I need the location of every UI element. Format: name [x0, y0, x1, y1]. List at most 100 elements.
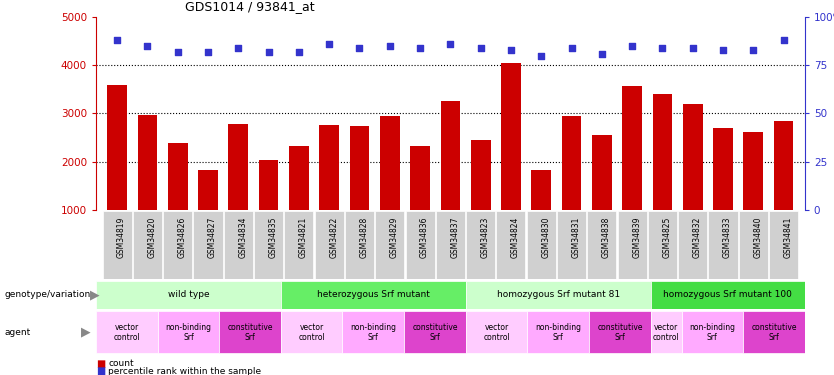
- Bar: [769, 211, 798, 279]
- Text: GSM34834: GSM34834: [239, 217, 248, 258]
- Bar: [319, 125, 339, 210]
- Text: GSM34819: GSM34819: [117, 217, 126, 258]
- Text: heterozygous Srf mutant: heterozygous Srf mutant: [317, 290, 430, 299]
- Text: non-binding
Srf: non-binding Srf: [165, 322, 211, 342]
- Bar: [471, 140, 490, 210]
- Point: [171, 49, 184, 55]
- Point: [746, 47, 760, 53]
- Bar: [436, 211, 465, 279]
- Text: count: count: [108, 359, 134, 368]
- Bar: [229, 124, 249, 210]
- Text: GSM34825: GSM34825: [662, 217, 671, 258]
- Text: GSM34830: GSM34830: [541, 217, 550, 258]
- Point: [505, 47, 518, 53]
- Point: [565, 45, 578, 51]
- Text: ▶: ▶: [81, 326, 91, 339]
- Bar: [557, 211, 586, 279]
- Bar: [618, 211, 646, 279]
- Point: [595, 51, 609, 57]
- Bar: [651, 281, 805, 309]
- Text: constitutive
Srf: constitutive Srf: [228, 322, 273, 342]
- Bar: [281, 311, 343, 354]
- Text: GSM34838: GSM34838: [602, 217, 610, 258]
- Text: percentile rank within the sample: percentile rank within the sample: [108, 367, 262, 375]
- Bar: [284, 211, 314, 279]
- Text: non-binding
Srf: non-binding Srf: [350, 322, 396, 342]
- Bar: [683, 104, 702, 210]
- Text: agent: agent: [4, 328, 30, 337]
- Bar: [708, 211, 737, 279]
- Bar: [380, 116, 399, 210]
- Text: GSM34820: GSM34820: [148, 217, 157, 258]
- Bar: [96, 311, 158, 354]
- Point: [777, 37, 791, 43]
- Text: vector
control: vector control: [113, 322, 140, 342]
- Bar: [587, 211, 616, 279]
- Point: [110, 37, 123, 43]
- Text: genotype/variation: genotype/variation: [4, 290, 90, 299]
- Bar: [224, 211, 253, 279]
- Point: [292, 49, 305, 55]
- Text: GSM34826: GSM34826: [178, 217, 187, 258]
- Bar: [345, 211, 374, 279]
- Text: GDS1014 / 93841_at: GDS1014 / 93841_at: [185, 0, 315, 13]
- Text: homozygous Srf mutant 100: homozygous Srf mutant 100: [663, 290, 792, 299]
- Bar: [652, 94, 672, 210]
- Point: [353, 45, 366, 51]
- Bar: [168, 143, 188, 210]
- Point: [716, 47, 730, 53]
- Text: GSM34841: GSM34841: [784, 217, 792, 258]
- Bar: [133, 211, 162, 279]
- Bar: [405, 211, 435, 279]
- Bar: [440, 101, 460, 210]
- Bar: [103, 211, 132, 279]
- Text: constitutive
Srf: constitutive Srf: [751, 322, 796, 342]
- Bar: [375, 211, 404, 279]
- Text: GSM34831: GSM34831: [571, 217, 580, 258]
- Text: GSM34822: GSM34822: [329, 217, 338, 258]
- Text: GSM34840: GSM34840: [753, 217, 762, 258]
- Text: ▶: ▶: [90, 288, 100, 301]
- Bar: [138, 116, 158, 210]
- Text: GSM34837: GSM34837: [450, 217, 460, 258]
- Text: non-binding
Srf: non-binding Srf: [690, 322, 736, 342]
- Bar: [163, 211, 193, 279]
- Text: ■: ■: [96, 366, 105, 375]
- Text: ■: ■: [96, 359, 105, 369]
- Bar: [108, 86, 127, 210]
- Text: vector
control: vector control: [299, 322, 325, 342]
- Text: GSM34823: GSM34823: [480, 217, 490, 258]
- Bar: [743, 311, 805, 354]
- Bar: [589, 311, 651, 354]
- Bar: [743, 132, 763, 210]
- Text: constitutive
Srf: constitutive Srf: [597, 322, 643, 342]
- Bar: [651, 311, 681, 354]
- Text: homozygous Srf mutant 81: homozygous Srf mutant 81: [497, 290, 620, 299]
- Point: [444, 41, 457, 47]
- Bar: [289, 146, 309, 210]
- Text: vector
control: vector control: [653, 322, 680, 342]
- Text: GSM34833: GSM34833: [723, 217, 732, 258]
- Bar: [314, 211, 344, 279]
- Bar: [527, 311, 589, 354]
- Text: GSM34829: GSM34829: [389, 217, 399, 258]
- Bar: [501, 63, 520, 210]
- Point: [141, 43, 154, 49]
- Bar: [158, 311, 219, 354]
- Bar: [259, 160, 279, 210]
- Bar: [281, 281, 465, 309]
- Bar: [410, 146, 430, 210]
- Point: [201, 49, 214, 55]
- Bar: [496, 211, 525, 279]
- Text: GSM34828: GSM34828: [359, 217, 369, 258]
- Bar: [198, 170, 218, 210]
- Text: GSM34832: GSM34832: [693, 217, 701, 258]
- Point: [474, 45, 487, 51]
- Bar: [349, 126, 369, 210]
- Text: GSM34824: GSM34824: [511, 217, 520, 258]
- Bar: [561, 116, 581, 210]
- Point: [686, 45, 700, 51]
- Bar: [465, 281, 651, 309]
- Point: [626, 43, 639, 49]
- Bar: [774, 121, 793, 210]
